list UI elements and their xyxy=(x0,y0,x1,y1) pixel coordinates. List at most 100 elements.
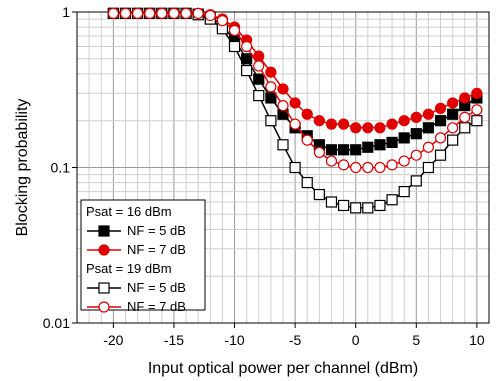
data-point xyxy=(410,175,422,187)
data-point xyxy=(325,196,338,208)
data-point xyxy=(398,115,410,127)
data-point xyxy=(253,73,265,85)
series-3 xyxy=(107,7,483,214)
data-point xyxy=(228,24,241,37)
data-point xyxy=(337,144,350,156)
legend-entry: NF = 7 dB xyxy=(127,242,186,257)
data-point xyxy=(228,40,241,53)
legend-entry: NF = 5 dB xyxy=(127,223,186,238)
legend-entry: NF = 7 dB xyxy=(127,299,186,314)
data-point xyxy=(350,122,362,134)
data-point xyxy=(362,122,374,134)
data-point xyxy=(422,108,435,120)
data-point xyxy=(216,15,229,27)
data-point xyxy=(144,7,156,19)
data-point xyxy=(471,104,483,116)
data-point xyxy=(301,176,313,189)
data-point xyxy=(253,89,265,102)
data-point xyxy=(265,92,277,104)
data-point xyxy=(471,87,483,99)
data-point xyxy=(386,159,398,171)
data-point xyxy=(350,144,362,156)
grid xyxy=(76,12,490,324)
data-point xyxy=(422,141,435,153)
data-point xyxy=(374,161,386,174)
data-point xyxy=(434,149,447,161)
data-point xyxy=(325,155,338,167)
data-point xyxy=(447,134,459,146)
data-point xyxy=(398,155,410,167)
data-point xyxy=(447,122,459,134)
data-point xyxy=(253,60,265,72)
x-tick-label: 10 xyxy=(469,332,485,348)
data-point xyxy=(131,7,144,19)
data-point xyxy=(325,118,338,130)
data-point xyxy=(398,132,410,144)
data-point xyxy=(192,7,204,19)
y-tick-label: 1 xyxy=(62,4,70,20)
axis-ticks: -20 -15 -10 -5 0 5 10 0.01 0.1 1 xyxy=(43,4,485,348)
data-point xyxy=(447,97,459,109)
data-point xyxy=(313,146,325,159)
legend: Psat = 16 dBm NF = 5 dB NF = 7 dB Psat = 19… xyxy=(80,199,206,314)
data-point xyxy=(362,202,374,214)
data-point xyxy=(204,9,216,22)
data-point xyxy=(277,139,289,151)
x-tick-label: -15 xyxy=(164,332,184,348)
data-point xyxy=(289,118,301,130)
data-point xyxy=(313,115,325,127)
data-point xyxy=(301,134,313,146)
legend-marker xyxy=(98,225,110,237)
data-point xyxy=(337,118,350,130)
data-point xyxy=(447,108,459,120)
x-tick-label: 5 xyxy=(412,332,420,348)
data-point xyxy=(313,188,325,201)
series-4 xyxy=(107,7,483,174)
data-point xyxy=(362,161,374,174)
data-point xyxy=(350,161,362,174)
data-point xyxy=(265,81,277,93)
data-point xyxy=(156,7,168,19)
data-point xyxy=(459,122,471,134)
legend-group-title: Psat = 16 dBm xyxy=(86,204,172,219)
data-point xyxy=(301,108,313,120)
legend-marker xyxy=(98,301,110,313)
legend-marker xyxy=(98,282,110,294)
data-point xyxy=(241,64,253,77)
x-tick-label: -20 xyxy=(103,332,123,348)
data-point xyxy=(410,128,422,140)
data-point xyxy=(168,7,180,19)
data-point xyxy=(459,92,471,104)
y-tick-label: 0.1 xyxy=(51,160,71,176)
data-point xyxy=(398,185,410,198)
data-point xyxy=(119,7,132,19)
data-point xyxy=(422,161,435,174)
data-point xyxy=(241,40,253,53)
data-point xyxy=(386,118,398,130)
data-point xyxy=(374,139,386,151)
data-point xyxy=(386,136,398,149)
x-tick-label: -10 xyxy=(224,332,244,348)
x-axis-label: Input optical power per channel (dBm) xyxy=(148,360,418,377)
data-point xyxy=(289,161,301,174)
data-point xyxy=(434,102,447,114)
legend-entry: NF = 5 dB xyxy=(127,280,186,295)
data-point xyxy=(265,115,277,127)
data-point xyxy=(410,149,422,161)
series-layer xyxy=(107,7,483,214)
data-point xyxy=(471,115,483,127)
data-point xyxy=(277,83,289,95)
data-point xyxy=(337,199,350,212)
data-point xyxy=(265,66,277,78)
data-point xyxy=(422,122,435,134)
data-point xyxy=(241,53,253,65)
data-point xyxy=(434,132,447,144)
y-tick-label: 0.01 xyxy=(43,315,70,331)
data-point xyxy=(374,199,386,212)
data-point xyxy=(362,141,374,153)
legend-group-title: Psat = 19 dBm xyxy=(86,261,172,276)
data-point xyxy=(325,144,338,156)
y-axis-label: Blocking probability xyxy=(14,99,31,237)
data-point xyxy=(386,194,398,206)
